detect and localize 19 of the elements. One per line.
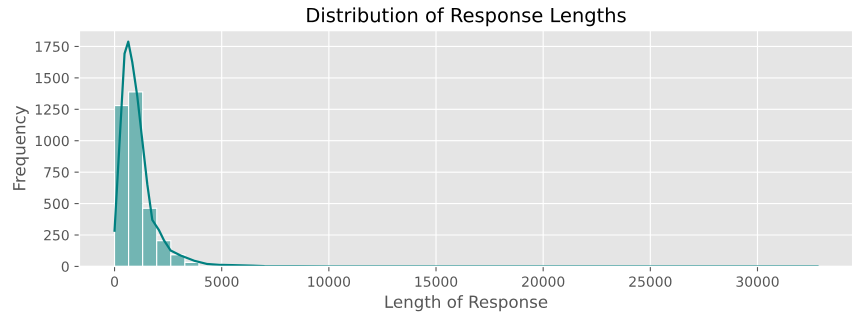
- x-tick-label: 0: [111, 276, 118, 287]
- y-tick-label: 250: [44, 230, 69, 240]
- y-tick-label: 1500: [36, 72, 69, 84]
- x-tick-label: 5000: [205, 276, 238, 287]
- x-tick-label: 30000: [736, 276, 779, 287]
- line-series: [113, 40, 819, 266]
- x-tick-label: 10000: [308, 276, 350, 287]
- x-tick-label: 20000: [522, 276, 564, 287]
- y-axis-title: Frequency: [13, 106, 29, 190]
- y-tick-label: 1000: [36, 136, 69, 146]
- y-tick-label: 1750: [36, 41, 69, 52]
- y-tick-label: 0: [62, 261, 69, 272]
- x-tick-label: 15000: [415, 276, 458, 287]
- x-axis-title: Length of Response: [386, 295, 548, 312]
- y-tick-label: 500: [44, 198, 69, 210]
- y-tick-label: 750: [44, 167, 69, 178]
- chart-title: Distribution of Response Lengths: [307, 7, 626, 26]
- y-tick-label: 1250: [36, 104, 69, 115]
- x-tick-label: 25000: [629, 276, 672, 287]
